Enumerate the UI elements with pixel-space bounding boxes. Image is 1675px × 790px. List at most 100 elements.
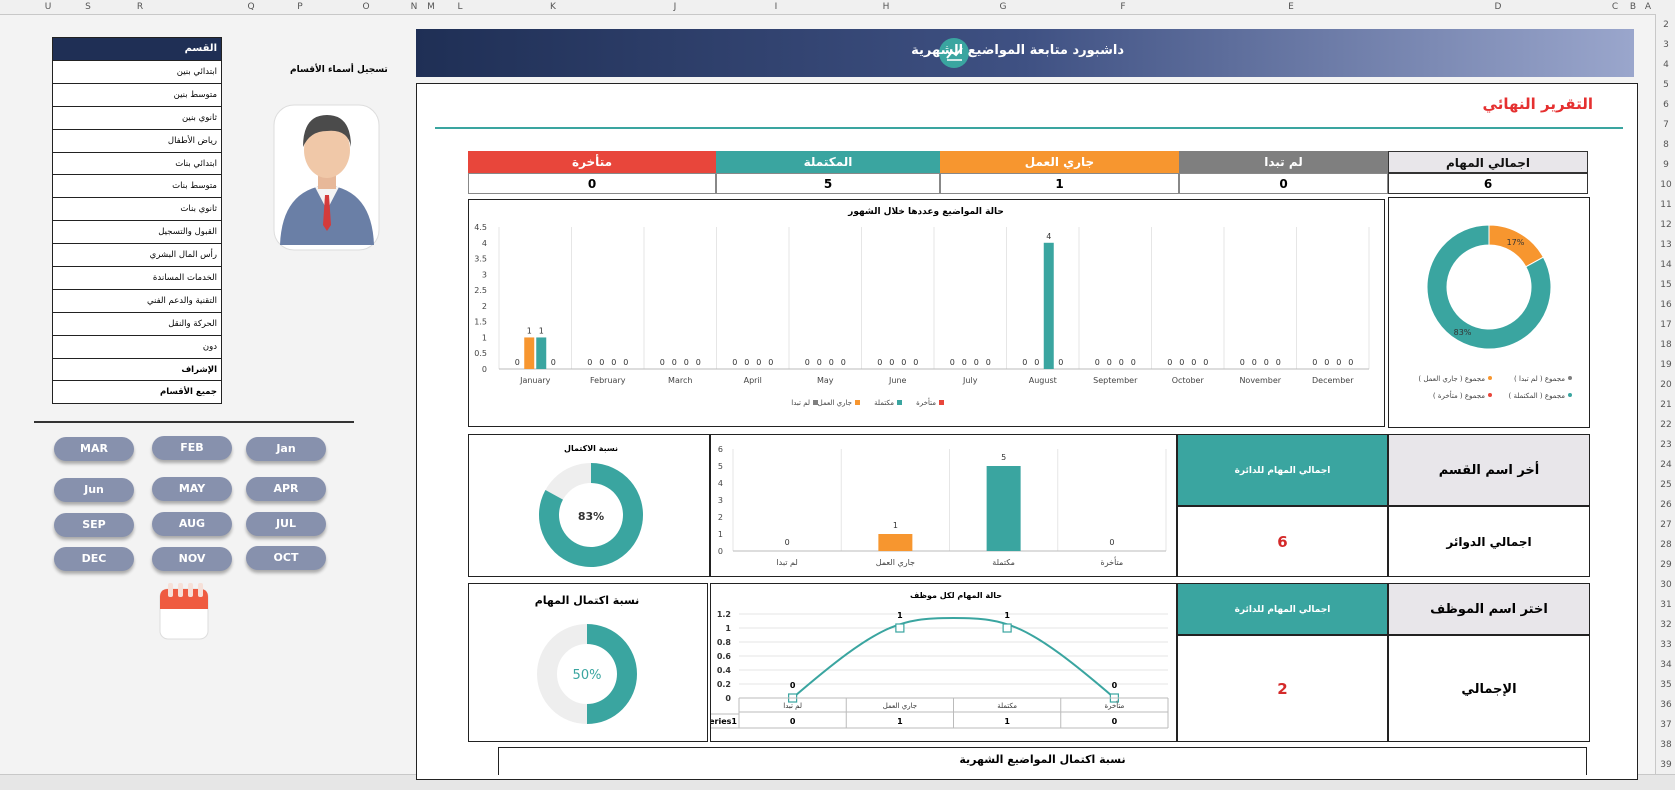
department-item[interactable]: رياض الأطفال [53, 128, 221, 152]
row-header-38[interactable]: 38 [1660, 740, 1672, 750]
column-header-F[interactable]: F [1120, 2, 1126, 12]
data-label: 0 [672, 358, 677, 367]
month-button-jul[interactable]: JUL [246, 512, 326, 536]
row-header-34[interactable]: 34 [1660, 660, 1672, 670]
row-header-7[interactable]: 7 [1663, 120, 1669, 130]
column-header-L[interactable]: L [457, 2, 463, 12]
month-button-apr[interactable]: APR [246, 477, 326, 501]
legend-label: لم تبدا [791, 399, 810, 407]
row-header-24[interactable]: 24 [1660, 460, 1672, 470]
row-header-11[interactable]: 11 [1660, 200, 1672, 210]
column-header-Q[interactable]: Q [247, 2, 255, 12]
month-button-aug[interactable]: AUG [152, 512, 232, 536]
department-item[interactable]: التقنية والدعم الفني [53, 288, 221, 312]
department-item[interactable]: متوسط بنين [53, 82, 221, 106]
row-header-28[interactable]: 28 [1660, 540, 1672, 550]
column-header-N[interactable]: N [410, 2, 418, 12]
month-button-jun[interactable]: Jun [54, 478, 134, 502]
department-item[interactable]: الحركة والنقل [53, 311, 221, 335]
data-label: 0 [1312, 358, 1317, 367]
department-item[interactable]: الإشراف [53, 357, 221, 381]
column-header-J[interactable]: J [673, 2, 677, 12]
department-item[interactable]: متوسط بنات [53, 174, 221, 197]
row-header-19[interactable]: 19 [1660, 360, 1672, 370]
column-header-A[interactable]: A [1644, 2, 1652, 12]
month-button-sep[interactable]: SEP [54, 513, 134, 537]
row-header-10[interactable]: 10 [1660, 180, 1672, 190]
column-header-O[interactable]: O [362, 2, 370, 12]
department-item[interactable]: جميع الأقسام [53, 380, 221, 403]
dept-total-label: اجمالي الدوائر [1446, 535, 1532, 549]
row-header-31[interactable]: 31 [1660, 600, 1672, 610]
column-header-B[interactable]: B [1629, 2, 1637, 12]
row-header-13[interactable]: 13 [1660, 240, 1672, 250]
column-header-I[interactable]: I [774, 2, 778, 12]
column-header-E[interactable]: E [1288, 2, 1294, 12]
row-header-37[interactable]: 37 [1660, 720, 1672, 730]
column-header-P[interactable]: P [297, 2, 303, 12]
row-header-23[interactable]: 23 [1660, 440, 1672, 450]
month-button-oct[interactable]: OCT [246, 546, 326, 570]
department-item[interactable]: رأس المال البشري [53, 243, 221, 266]
data-label: 0 [551, 358, 556, 367]
row-header-5[interactable]: 5 [1663, 80, 1669, 90]
row-header-26[interactable]: 26 [1660, 500, 1672, 510]
data-label: 0 [515, 358, 520, 367]
department-item[interactable]: ابتدائي بنات [53, 151, 221, 175]
column-header-D[interactable]: D [1494, 2, 1502, 12]
month-button-mar[interactable]: MAR [54, 437, 134, 461]
dept-select-box[interactable]: أخر اسم القسم [1388, 434, 1590, 506]
row-header-33[interactable]: 33 [1660, 640, 1672, 650]
row-header-14[interactable]: 14 [1660, 260, 1672, 270]
department-item[interactable]: ابتدائي بنين [53, 60, 221, 83]
column-header-G[interactable]: G [999, 2, 1007, 12]
row-header-39[interactable]: 39 [1660, 760, 1672, 770]
department-item[interactable]: الخدمات المساندة [53, 266, 221, 289]
month-button-nov[interactable]: NOV [152, 547, 232, 571]
row-header-6[interactable]: 6 [1663, 100, 1669, 110]
row-header-16[interactable]: 16 [1660, 300, 1672, 310]
column-header-K[interactable]: K [550, 2, 556, 12]
column-header-S[interactable]: S [85, 2, 91, 12]
column-header-R[interactable]: R [136, 2, 144, 12]
department-item[interactable]: دون [53, 334, 221, 358]
column-header-U[interactable]: U [44, 2, 52, 12]
month-button-dec[interactable]: DEC [54, 547, 134, 571]
month-button-jan[interactable]: Jan [246, 437, 326, 461]
row-header-25[interactable]: 25 [1660, 480, 1672, 490]
column-header-M[interactable]: M [427, 2, 435, 12]
dashboard-header: داشبورد متابعة المواضيع الشهرية [416, 29, 1634, 77]
dept-tasks-label: اجمالي المهام للدائرة [1234, 466, 1331, 476]
row-header-27[interactable]: 27 [1660, 520, 1672, 530]
row-header-15[interactable]: 15 [1660, 280, 1672, 290]
department-item[interactable]: القبول والتسجيل [53, 220, 221, 243]
row-header-8[interactable]: 8 [1663, 140, 1669, 150]
row-header-30[interactable]: 30 [1660, 580, 1672, 590]
row-header-17[interactable]: 17 [1660, 320, 1672, 330]
row-header-29[interactable]: 29 [1660, 560, 1672, 570]
department-item[interactable]: ثانوي بنات [53, 197, 221, 220]
month-button-feb[interactable]: FEB [152, 436, 232, 460]
late-value: 0 [468, 173, 716, 194]
row-header-12[interactable]: 12 [1660, 220, 1672, 230]
calendar-icon[interactable] [158, 583, 210, 641]
column-header-C[interactable]: C [1611, 2, 1619, 12]
y-tick-label: 4.5 [474, 223, 487, 232]
month-button-may[interactable]: MAY [152, 477, 232, 501]
row-header-2[interactable]: 2 [1663, 20, 1669, 30]
row-header-22[interactable]: 22 [1660, 420, 1672, 430]
row-header-35[interactable]: 35 [1660, 680, 1672, 690]
person-avatar-icon [273, 104, 380, 251]
y-tick-label: 3 [482, 270, 487, 279]
row-header-36[interactable]: 36 [1660, 700, 1672, 710]
column-header-H[interactable]: H [882, 2, 890, 12]
emp-select-box[interactable]: اختر اسم الموظف [1388, 583, 1590, 635]
department-item[interactable]: ثانوي بنين [53, 105, 221, 129]
row-header-20[interactable]: 20 [1660, 380, 1672, 390]
row-header-4[interactable]: 4 [1663, 60, 1669, 70]
row-header-21[interactable]: 21 [1660, 400, 1672, 410]
row-header-3[interactable]: 3 [1663, 40, 1669, 50]
row-header-32[interactable]: 32 [1660, 620, 1672, 630]
row-header-9[interactable]: 9 [1663, 160, 1669, 170]
row-header-18[interactable]: 18 [1660, 340, 1672, 350]
